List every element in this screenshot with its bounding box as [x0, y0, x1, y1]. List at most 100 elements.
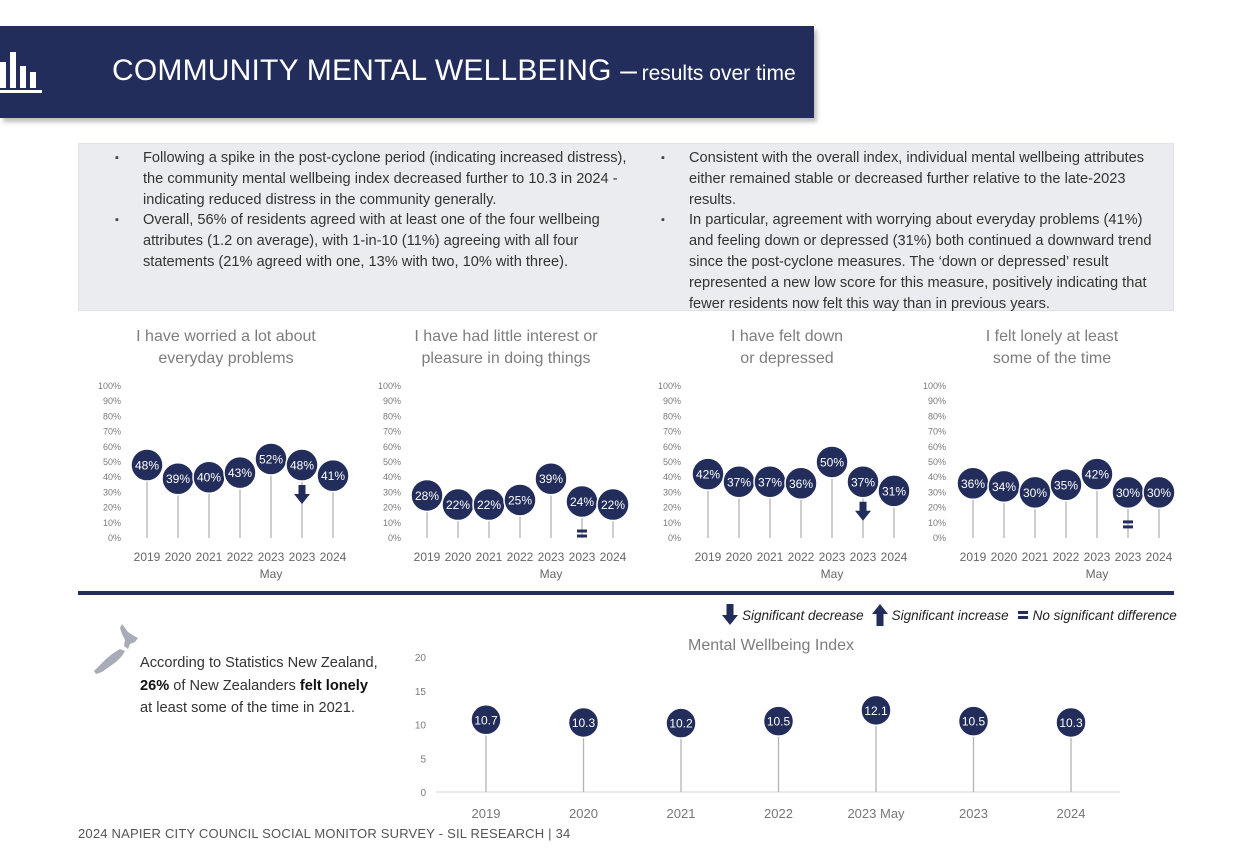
data-label: 41% — [321, 469, 345, 483]
data-label: 37% — [758, 475, 782, 489]
data-label: 30% — [1147, 486, 1171, 500]
y-tick-label: 100% — [923, 381, 946, 391]
x-tick-label: 2023 — [850, 550, 877, 564]
data-point — [1080, 457, 1114, 491]
x-tick-label: 2023 — [1084, 550, 1111, 564]
x-tick-label: 2024 — [320, 550, 347, 564]
data-label: 52% — [259, 452, 283, 466]
x-tick-label: 2024 — [1146, 550, 1173, 564]
x-tick-label: 2024 — [881, 550, 908, 564]
data-label: 22% — [477, 498, 501, 512]
data-label: 22% — [446, 498, 470, 512]
y-tick-label: 80% — [928, 411, 946, 421]
page-title-main: COMMUNITY MENTAL WELLBEING – — [112, 54, 638, 87]
y-tick-label: 40% — [103, 472, 121, 482]
data-label: 50% — [820, 456, 844, 470]
data-point — [1018, 475, 1052, 510]
x-tick-label: 2024 — [1057, 806, 1086, 821]
data-label: 10.3 — [1059, 716, 1083, 730]
y-tick-label: 70% — [103, 427, 121, 437]
data-point — [1142, 475, 1176, 510]
y-tick-label: 20 — [415, 653, 427, 664]
y-tick-label: 5 — [420, 754, 426, 765]
data-point — [596, 487, 630, 522]
data-label: 36% — [789, 477, 813, 491]
y-tick-label: 100% — [378, 381, 401, 391]
x-tick-label: 2019 — [472, 806, 501, 821]
y-tick-label: 30% — [928, 487, 946, 497]
x-tick-label: 2021 — [1022, 550, 1049, 564]
section-divider — [78, 591, 1174, 595]
header-banner: COMMUNITY MENTAL WELLBEING – results ove… — [0, 26, 814, 118]
y-tick-label: 80% — [103, 411, 121, 421]
attribute-chart-3: I have felt down or depressed 0% 10% 20% 30% 4… — [658, 328, 911, 581]
data-label: 40% — [197, 471, 221, 485]
data-point — [665, 707, 697, 739]
equals-icon — [1123, 520, 1133, 529]
y-tick-label: 90% — [103, 396, 121, 406]
data-label: 37% — [851, 475, 875, 489]
y-tick-label: 20% — [928, 503, 946, 513]
data-label: 48% — [290, 459, 314, 473]
chart-title: I have worried a lot about — [136, 328, 316, 345]
nz-note-mid: of New Zealanders — [173, 677, 296, 694]
data-point — [503, 483, 537, 517]
x-tick-label: 2022 — [764, 806, 793, 821]
legend-increase: Significant increase — [871, 604, 1009, 626]
x-tick-sublabel: May — [821, 567, 844, 581]
data-point — [762, 705, 795, 737]
x-tick-label: 2021 — [196, 550, 223, 564]
x-tick-label: 2021 — [757, 550, 784, 564]
y-tick-label: 70% — [663, 427, 681, 437]
equals-icon — [577, 529, 587, 538]
y-tick-label: 90% — [928, 396, 946, 406]
x-tick-label: 2023 — [289, 550, 316, 564]
x-tick-sublabel: May — [540, 567, 563, 581]
data-label: 12.1 — [864, 704, 888, 718]
x-tick-label: 2023 — [1115, 550, 1142, 564]
attribute-chart-4: I felt lonely at least some of the time 0%… — [923, 328, 1176, 581]
y-tick-label: 50% — [663, 457, 681, 467]
x-tick-label: 2020 — [165, 550, 192, 564]
data-label: 42% — [1085, 468, 1109, 482]
y-tick-label: 40% — [663, 472, 681, 482]
x-tick-sublabel: May — [260, 567, 283, 581]
y-tick-label: 50% — [383, 457, 401, 467]
arrow-down-icon — [294, 485, 310, 505]
data-label: 39% — [166, 472, 190, 486]
x-tick-label: 2022 — [507, 550, 534, 564]
x-tick-label: 2023 — [959, 806, 988, 821]
y-tick-label: 10% — [383, 518, 401, 528]
significance-legend: Significant decrease Significant increas… — [722, 603, 1185, 627]
data-label: 42% — [696, 468, 720, 482]
x-tick-label: 2022 — [788, 550, 815, 564]
y-tick-label: 10 — [415, 721, 427, 732]
y-tick-label: 70% — [928, 427, 946, 437]
y-tick-label: 60% — [663, 442, 681, 452]
y-tick-label: 0% — [668, 533, 681, 543]
x-tick-label: 2021 — [667, 806, 696, 821]
x-tick-label: 2024 — [600, 550, 627, 564]
data-point — [877, 474, 911, 508]
data-point — [957, 705, 990, 737]
attribute-chart-1: I have worried a lot about everyday probl… — [98, 328, 350, 581]
data-point — [815, 445, 849, 479]
x-tick-label: 2021 — [476, 550, 503, 564]
x-tick-label: 2019 — [960, 550, 987, 564]
summary-bullet: Overall, 56% of residents agreed with at… — [113, 210, 633, 272]
data-label: 28% — [415, 489, 439, 503]
summary-bullet: Consistent with the overall index, indiv… — [659, 148, 1159, 210]
y-tick-label: 100% — [98, 381, 121, 391]
data-point — [223, 455, 257, 490]
y-tick-label: 50% — [103, 457, 121, 467]
data-label: 37% — [727, 475, 751, 489]
data-label: 35% — [1054, 478, 1078, 492]
summary-left-column: Following a spike in the post-cyclone pe… — [113, 148, 633, 273]
data-label: 36% — [961, 477, 985, 491]
data-label: 10.5 — [767, 715, 791, 729]
chart-title: I felt lonely at least — [986, 328, 1119, 345]
legend-decrease-label: Significant decrease — [742, 607, 864, 623]
nz-loneliness-note: According to Statistics New Zealand, 26%… — [140, 652, 380, 720]
nz-note-post: at least some of the time in 2021. — [140, 700, 355, 716]
x-tick-label: 2020 — [569, 806, 598, 821]
